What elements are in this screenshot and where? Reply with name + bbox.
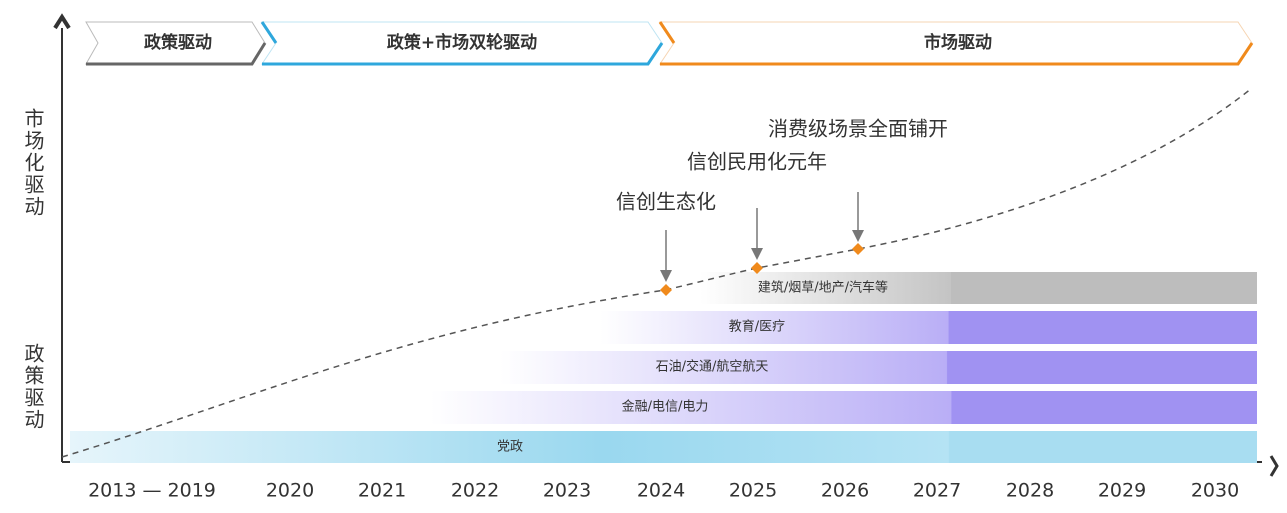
- band-label: 金融/电信/电力: [622, 399, 709, 415]
- milestone-marker: [751, 262, 763, 274]
- milestone-label: 消费级场景全面铺开: [768, 117, 948, 141]
- band-label: 石油/交通/航空航天: [656, 359, 769, 375]
- phase-edge: [260, 21, 664, 66]
- year-label: 2029: [1098, 480, 1146, 502]
- year-label: 2023: [543, 480, 591, 502]
- band: [430, 391, 1257, 424]
- year-label: 2013 — 2019: [88, 480, 216, 502]
- phase-edge: [86, 42, 267, 66]
- milestone-marker: [852, 243, 864, 255]
- trend-curve: [61, 87, 1253, 458]
- year-label: 2024: [637, 480, 685, 502]
- axis-label-lower: 政策驱动: [21, 343, 45, 431]
- y-axis-arrow: [53, 13, 71, 30]
- milestone-label: 信创民用化元年: [687, 150, 827, 174]
- band-label: 党政: [497, 440, 523, 455]
- year-label: 2027: [913, 480, 961, 502]
- year-label: 2030: [1191, 480, 1239, 502]
- milestone-label: 信创生态化: [616, 190, 716, 214]
- axis-label-upper: 市场化驱动: [21, 108, 45, 218]
- milestone-marker: [660, 284, 672, 296]
- phase-label: 市场驱动: [924, 32, 992, 53]
- phase-edge: [658, 21, 1254, 66]
- band: [70, 431, 1257, 463]
- band-label: 教育/医疗: [729, 319, 785, 335]
- year-label: 2021: [358, 480, 406, 502]
- year-label: 2020: [266, 480, 314, 502]
- x-axis-arrow: [1269, 455, 1279, 477]
- band: [700, 272, 1257, 304]
- phase-label: 政策驱动: [144, 32, 212, 53]
- phase-label: 政策+市场双轮驱动: [387, 32, 537, 53]
- year-label: 2028: [1006, 480, 1054, 502]
- band: [500, 351, 1257, 384]
- band-label: 建筑/烟草/地产/汽车等: [758, 280, 888, 296]
- band: [600, 311, 1257, 344]
- year-label: 2022: [451, 480, 499, 502]
- year-label: 2025: [729, 480, 777, 502]
- year-label: 2026: [821, 480, 869, 502]
